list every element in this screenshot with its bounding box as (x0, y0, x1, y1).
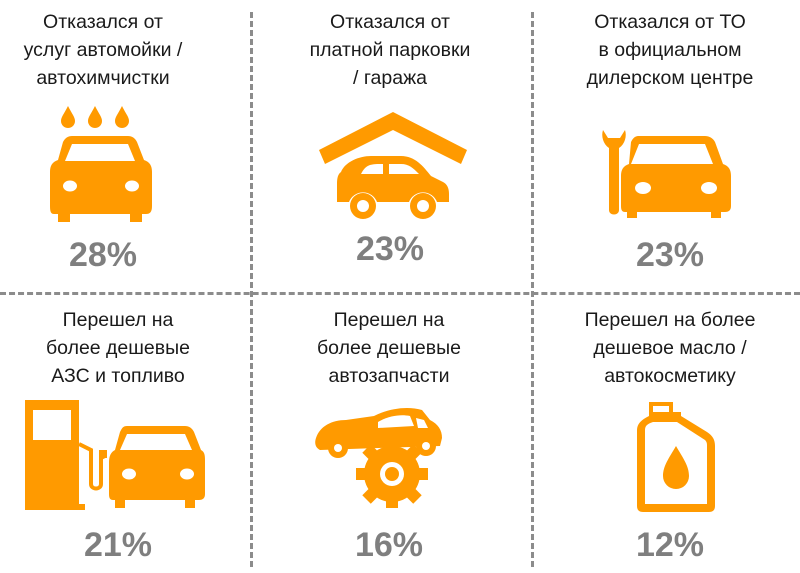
item-label: Отказался от ТО в официальном дилерском це… (586, 11, 754, 89)
item-label: Перешел на более дешевые АЗС и топливо (45, 309, 190, 387)
row-divider (0, 292, 800, 295)
item-percent: 23% (635, 236, 705, 274)
item-percent: 21% (83, 526, 153, 564)
item-label: Отказался от услуг автомойки / автохимчист… (23, 11, 183, 89)
car-gear-parts-icon (312, 404, 446, 513)
item-label: Перешел на более дешевые автозапчасти (316, 309, 461, 387)
item-gas-station: Перешел на более дешевые АЗС и топливо 21% (0, 306, 251, 571)
car-service-wrench-icon (599, 126, 733, 223)
column-divider-1 (250, 12, 253, 567)
garage-parking-icon (319, 112, 467, 229)
item-percent: 16% (354, 526, 424, 564)
item-dealer-service: Отказался от ТО в официальном дилерском це… (537, 8, 800, 288)
oil-canister-icon (635, 402, 717, 519)
item-car-wash: Отказался от услуг автомойки / автохимчист… (0, 8, 236, 288)
item-percent: 28% (68, 236, 138, 274)
item-label: Перешел на более дешевое масло / автокосме… (584, 309, 756, 387)
item-oil-cosmetics: Перешел на более дешевое масло / автокосме… (537, 306, 800, 571)
item-percent: 23% (355, 230, 425, 268)
item-label: Отказался от платной парковки / гаража (309, 11, 471, 89)
item-auto-parts: Перешел на более дешевые автозапчасти (256, 306, 522, 571)
gas-station-car-icon (25, 400, 205, 515)
column-divider-2 (531, 12, 534, 567)
item-percent: 12% (635, 526, 705, 564)
item-parking: Отказался от платной парковки / гаража 23% (257, 8, 523, 288)
car-wash-icon (50, 106, 160, 229)
